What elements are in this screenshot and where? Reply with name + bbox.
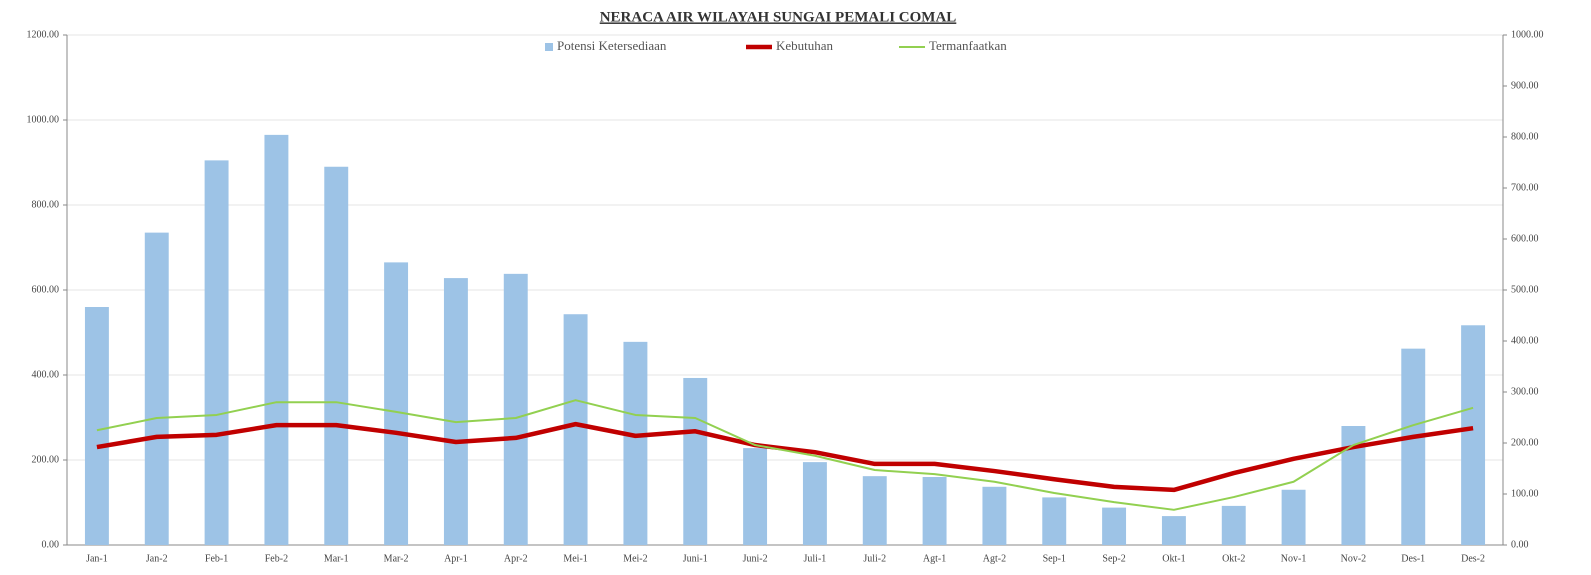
y2-tick-label: 1000.00 (1511, 29, 1544, 40)
x-tick-label: Apr-1 (444, 553, 468, 564)
x-tick-label: Mar-1 (324, 553, 349, 564)
x-tick-label: Des-1 (1401, 553, 1425, 564)
x-tick-label: Feb-1 (205, 553, 228, 564)
bar (1461, 325, 1486, 545)
y2-tick-label: 400.00 (1511, 335, 1539, 346)
bar (623, 341, 648, 545)
x-tick-label: Okt-2 (1222, 553, 1245, 564)
x-tick-label: Feb-2 (265, 553, 288, 564)
bar (683, 377, 708, 545)
x-tick-label: Agt-1 (923, 553, 946, 564)
line (96, 421, 1474, 493)
bar (1102, 507, 1127, 545)
bar (1341, 426, 1366, 545)
legend-label: Potensi Ketersediaan (557, 38, 667, 53)
y-tick-label: 0.00 (42, 539, 60, 550)
legend-label: Termanfaatkan (929, 38, 1007, 53)
bar (802, 462, 827, 545)
bar (563, 314, 588, 545)
bar (324, 166, 349, 545)
bar (264, 134, 289, 545)
bar (443, 278, 468, 545)
y2-tick-label: 900.00 (1511, 80, 1539, 91)
x-tick-label: Sep-2 (1102, 553, 1125, 564)
chart-title: NERACA AIR WILAYAH SUNGAI PEMALI COMAL (600, 9, 957, 25)
legend-label: Kebutuhan (776, 38, 834, 53)
y2-tick-label: 800.00 (1511, 131, 1539, 142)
bar (204, 160, 229, 545)
x-tick-label: Mar-2 (384, 553, 409, 564)
y2-tick-label: 600.00 (1511, 233, 1539, 244)
x-tick-label: Jan-2 (146, 553, 168, 564)
x-tick-label: Mei-1 (563, 553, 587, 564)
bar (1161, 516, 1186, 545)
y-tick-label: 400.00 (32, 369, 60, 380)
y2-tick-label: 100.00 (1511, 488, 1539, 499)
bar (1281, 489, 1306, 545)
bar (922, 477, 947, 545)
bar (862, 476, 887, 545)
y-tick-label: 200.00 (32, 454, 60, 465)
x-tick-label: Jan-1 (86, 553, 108, 564)
bar (84, 307, 109, 545)
line (96, 399, 1474, 511)
x-tick-label: Nov-2 (1341, 553, 1367, 564)
x-tick-label: Juni-2 (743, 553, 768, 564)
y-tick-label: 1200.00 (27, 29, 60, 40)
bar (1042, 497, 1067, 545)
bar (1401, 348, 1426, 545)
bar (743, 448, 768, 545)
x-tick-label: Agt-2 (983, 553, 1006, 564)
y2-tick-label: 500.00 (1511, 284, 1539, 295)
x-tick-label: Juli-1 (804, 553, 827, 564)
x-tick-label: Juni-1 (683, 553, 708, 564)
x-tick-label: Okt-1 (1162, 553, 1185, 564)
bar (982, 486, 1007, 545)
y-tick-label: 600.00 (32, 284, 60, 295)
legend-swatch (545, 43, 553, 51)
y2-tick-label: 0.00 (1511, 539, 1529, 550)
x-tick-label: Juli-2 (863, 553, 886, 564)
y2-tick-label: 200.00 (1511, 437, 1539, 448)
y2-tick-label: 700.00 (1511, 182, 1539, 193)
y-tick-label: 800.00 (32, 199, 60, 210)
x-tick-label: Sep-1 (1043, 553, 1066, 564)
bar (503, 273, 528, 545)
bar (1221, 505, 1246, 545)
x-tick-label: Nov-1 (1281, 553, 1307, 564)
x-tick-label: Des-2 (1461, 553, 1485, 564)
bar (144, 232, 169, 545)
x-tick-label: Mei-2 (623, 553, 647, 564)
x-tick-label: Apr-2 (504, 553, 528, 564)
y2-tick-label: 300.00 (1511, 386, 1539, 397)
bar (384, 262, 409, 545)
y-tick-label: 1000.00 (27, 114, 60, 125)
